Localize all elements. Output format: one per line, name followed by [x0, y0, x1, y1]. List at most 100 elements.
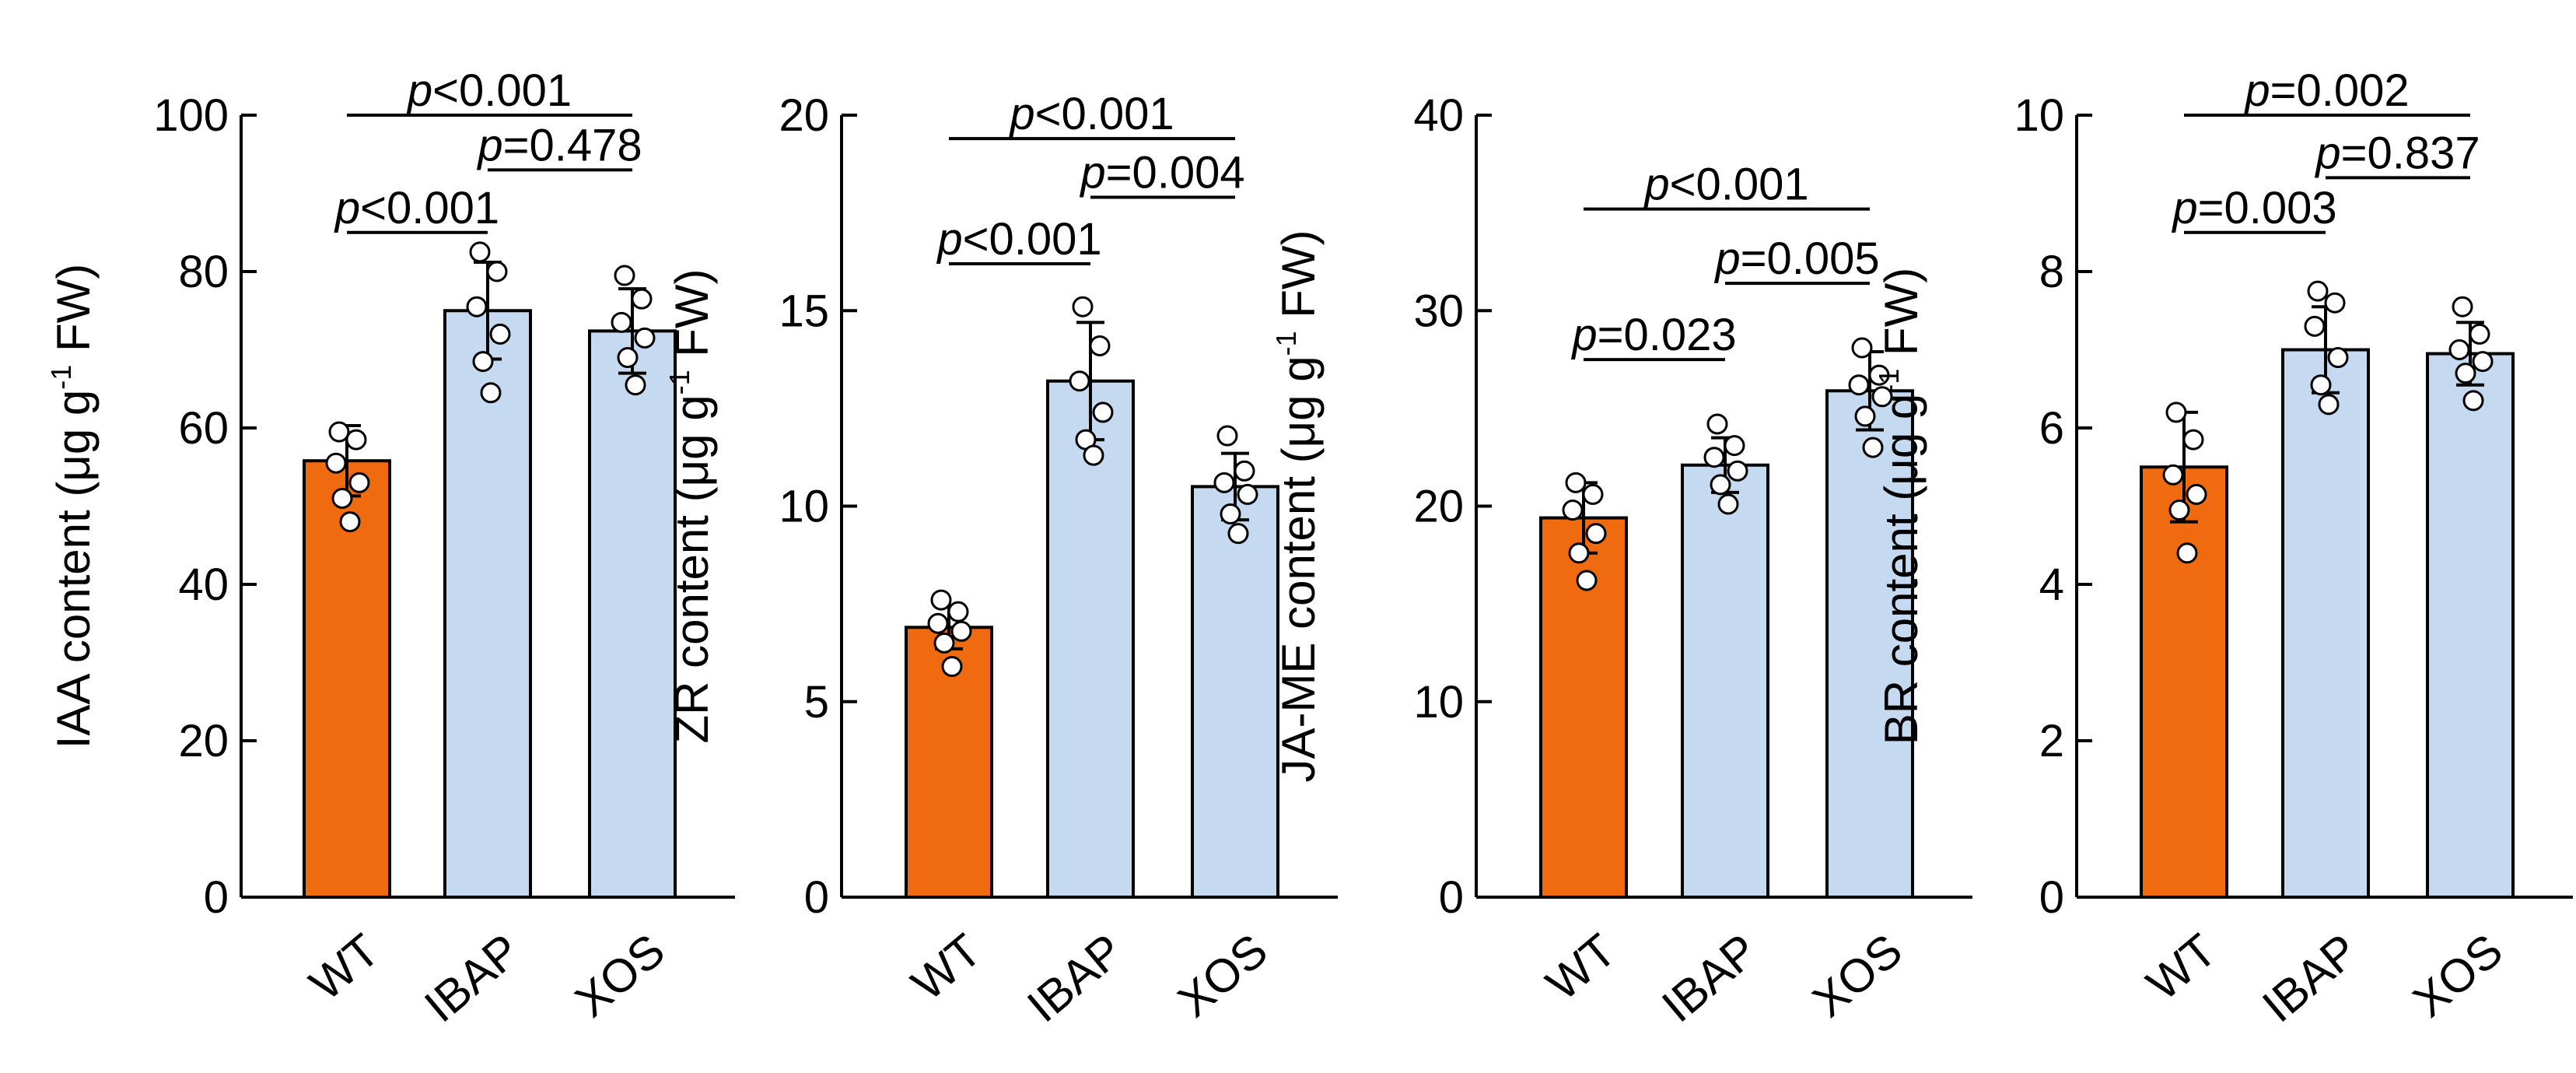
data-point	[2448, 339, 2470, 360]
y-tick-label: 0	[1439, 872, 1464, 923]
x-category-label: WT	[300, 924, 390, 1010]
data-point	[1089, 335, 1111, 356]
y-axis-title: JA-ME content (μg g-1 FW)	[1270, 230, 1325, 782]
data-point	[1710, 474, 1731, 496]
p-value-label: p=0.003	[2171, 183, 2336, 233]
data-point	[930, 589, 952, 611]
y-tick-label: 80	[178, 247, 229, 297]
data-point	[611, 311, 632, 333]
bar-ibap	[1681, 463, 1769, 899]
y-tick-label: 0	[804, 872, 829, 923]
y-tick-label: 10	[1413, 677, 1464, 728]
data-point	[1862, 437, 1884, 458]
data-point	[2327, 347, 2349, 369]
panel-br: 0 2 4 6 8 10 WT IBAP XOS BR content (μg g-1 FW) p=…	[1873, 65, 2573, 1032]
data-point	[625, 374, 646, 396]
x-category-label: IBAP	[415, 924, 530, 1032]
p-value-label: p=0.002	[2243, 65, 2409, 116]
x-category-label: WT	[902, 924, 992, 1010]
x-category-label: XOS	[1168, 924, 1277, 1027]
data-point	[1092, 401, 1114, 423]
data-point	[2186, 483, 2207, 505]
data-point	[947, 601, 969, 622]
data-point	[1706, 413, 1728, 435]
data-point	[2165, 401, 2187, 423]
y-tick-label: 2	[2039, 716, 2064, 766]
y-tick-label: 15	[779, 286, 829, 336]
y-tick-label: 4	[2039, 559, 2064, 610]
data-point	[472, 351, 494, 373]
y-tick-label: 0	[2039, 872, 2064, 923]
data-point	[1220, 503, 1241, 525]
x-category-label: XOS	[565, 924, 674, 1027]
data-point	[345, 429, 367, 451]
data-point	[1871, 386, 1893, 408]
panel-iaa: 0 20 40 60 80 100 WT IBAP XOS IAA content (μg g-1…	[45, 65, 735, 1032]
p-value-label: p<0.001	[1008, 89, 1174, 139]
data-point	[1227, 523, 1249, 545]
data-point	[348, 472, 370, 493]
data-point	[339, 511, 361, 533]
y-tick-label: 10	[2014, 90, 2064, 141]
data-point	[1565, 472, 1587, 493]
data-point	[617, 347, 639, 369]
y-tick-label: 20	[1413, 482, 1464, 532]
x-category-label: XOS	[2403, 924, 2512, 1027]
data-point	[1216, 425, 1238, 447]
y-tick-label: 8	[2039, 247, 2064, 297]
data-point	[489, 323, 511, 345]
data-point	[1727, 460, 1748, 482]
p-value-label: p=0.023	[1570, 310, 1736, 360]
data-point	[480, 382, 502, 404]
data-point	[2162, 464, 2184, 486]
p-value-label: p<0.001	[334, 183, 499, 233]
data-point	[1213, 472, 1235, 493]
x-category-label: IBAP	[2252, 924, 2368, 1032]
data-point	[1585, 523, 1607, 545]
data-point	[941, 656, 963, 678]
data-point	[331, 487, 353, 509]
data-point	[1854, 405, 1876, 427]
p-value-label: p=0.837	[2314, 128, 2480, 178]
data-point	[1851, 337, 1873, 359]
p-value-label: p<0.001	[936, 214, 1101, 265]
y-tick-label: 20	[178, 716, 229, 766]
data-point	[1072, 296, 1094, 317]
bar-wt	[2140, 465, 2228, 899]
data-point	[1083, 444, 1104, 466]
y-axis-title: IAA content (μg g-1 FW)	[45, 264, 100, 749]
data-point	[2168, 500, 2190, 521]
data-point	[2304, 315, 2326, 337]
p-value-label: p=0.004	[1079, 148, 1244, 198]
bar-xos	[1825, 389, 1914, 899]
bar-wt	[303, 459, 391, 899]
data-point	[466, 296, 488, 317]
y-tick-label: 0	[204, 872, 229, 923]
data-point	[1848, 374, 1870, 396]
data-point	[325, 452, 347, 474]
data-point	[1237, 483, 1258, 505]
data-point	[927, 612, 949, 634]
data-point	[2307, 280, 2329, 302]
data-point	[1703, 447, 1725, 468]
data-point	[1868, 364, 1890, 386]
bar-xos	[588, 329, 677, 899]
x-category-label: WT	[1537, 924, 1626, 1010]
y-tick-label: 60	[178, 403, 229, 454]
data-point	[1717, 493, 1739, 515]
data-point	[2310, 374, 2332, 396]
data-point	[2324, 292, 2346, 314]
y-axis-title: BR content (μg g-1 FW)	[1873, 268, 1927, 745]
y-tick-label: 5	[804, 677, 829, 728]
y-tick-label: 30	[1413, 286, 1464, 336]
bar-ibap	[1046, 379, 1135, 899]
data-point	[950, 620, 972, 642]
y-tick-label: 100	[153, 90, 229, 141]
p-value-label: p<0.001	[406, 65, 572, 116]
x-category-label: IBAP	[1652, 924, 1767, 1032]
data-point	[2455, 363, 2476, 384]
bar-xos	[2426, 352, 2515, 899]
data-point	[634, 327, 656, 349]
data-point	[1724, 435, 1745, 457]
